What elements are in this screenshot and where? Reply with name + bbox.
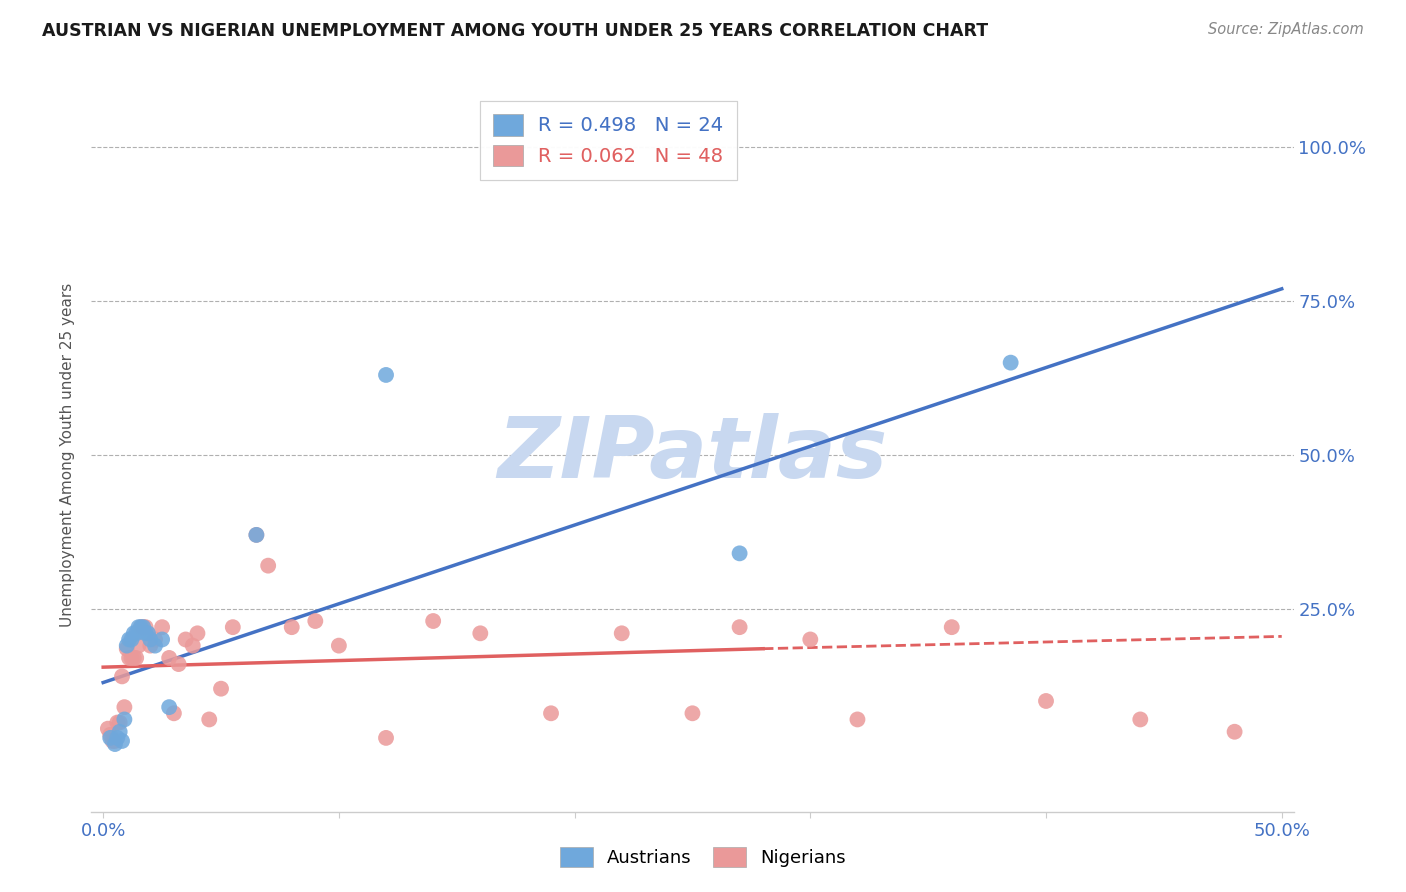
Point [129,620,152,634]
Point [157,651,180,665]
Point [98,728,121,742]
Text: ZIPatlas: ZIPatlas [498,413,887,497]
Point [375,731,398,745]
Point [108,724,131,739]
Point [139,639,162,653]
Point [281,620,304,634]
Point [108,715,131,730]
Point [143,639,166,653]
Point [1129,713,1152,727]
Point [209,681,232,696]
Point [112,700,135,714]
Point [167,657,190,671]
Point [186,626,208,640]
Point [125,626,148,640]
Point [728,546,751,560]
Point [1035,694,1057,708]
Point [98,731,121,745]
Point [112,713,135,727]
Point [181,639,204,653]
Y-axis label: Unemployment Among Youth under 25 years: Unemployment Among Youth under 25 years [60,283,76,627]
Point [681,706,703,721]
Point [163,706,186,721]
Point [150,620,173,634]
Point [941,620,963,634]
Legend: Austrians, Nigerians: Austrians, Nigerians [553,839,853,874]
Point [136,626,159,640]
Point [728,620,751,634]
Text: Source: ZipAtlas.com: Source: ZipAtlas.com [1208,22,1364,37]
Point [132,620,155,634]
Point [129,620,152,634]
Point [128,639,150,653]
Point [122,626,145,640]
Point [135,626,157,640]
Point [245,528,267,542]
Point [105,715,128,730]
Point [105,731,128,745]
Point [120,651,143,665]
Point [132,620,155,634]
Legend: R = 0.498   N = 24, R = 0.062   N = 48: R = 0.498 N = 24, R = 0.062 N = 48 [479,101,737,180]
Point [120,632,143,647]
Point [610,626,633,640]
Point [846,713,869,727]
Point [157,700,180,714]
Point [101,734,124,748]
Point [118,651,141,665]
Point [111,734,134,748]
Point [198,713,221,727]
Point [257,558,280,573]
Point [304,614,326,628]
Point [122,651,145,665]
Point [470,626,492,640]
Point [104,734,127,748]
Point [1223,724,1246,739]
Point [1000,356,1022,370]
Point [540,706,562,721]
Point [115,639,138,653]
Point [115,641,138,656]
Point [111,669,134,683]
Point [125,651,148,665]
Point [245,528,267,542]
Point [139,632,162,647]
Point [222,620,245,634]
Point [104,737,127,751]
Text: AUSTRIAN VS NIGERIAN UNEMPLOYMENT AMONG YOUTH UNDER 25 YEARS CORRELATION CHART: AUSTRIAN VS NIGERIAN UNEMPLOYMENT AMONG … [42,22,988,40]
Point [150,632,173,647]
Point [143,632,166,647]
Point [328,639,350,653]
Point [136,626,159,640]
Point [174,632,197,647]
Point [375,368,398,382]
Point [97,722,120,736]
Point [118,632,141,647]
Point [135,620,157,634]
Point [799,632,821,647]
Point [128,620,150,634]
Point [422,614,444,628]
